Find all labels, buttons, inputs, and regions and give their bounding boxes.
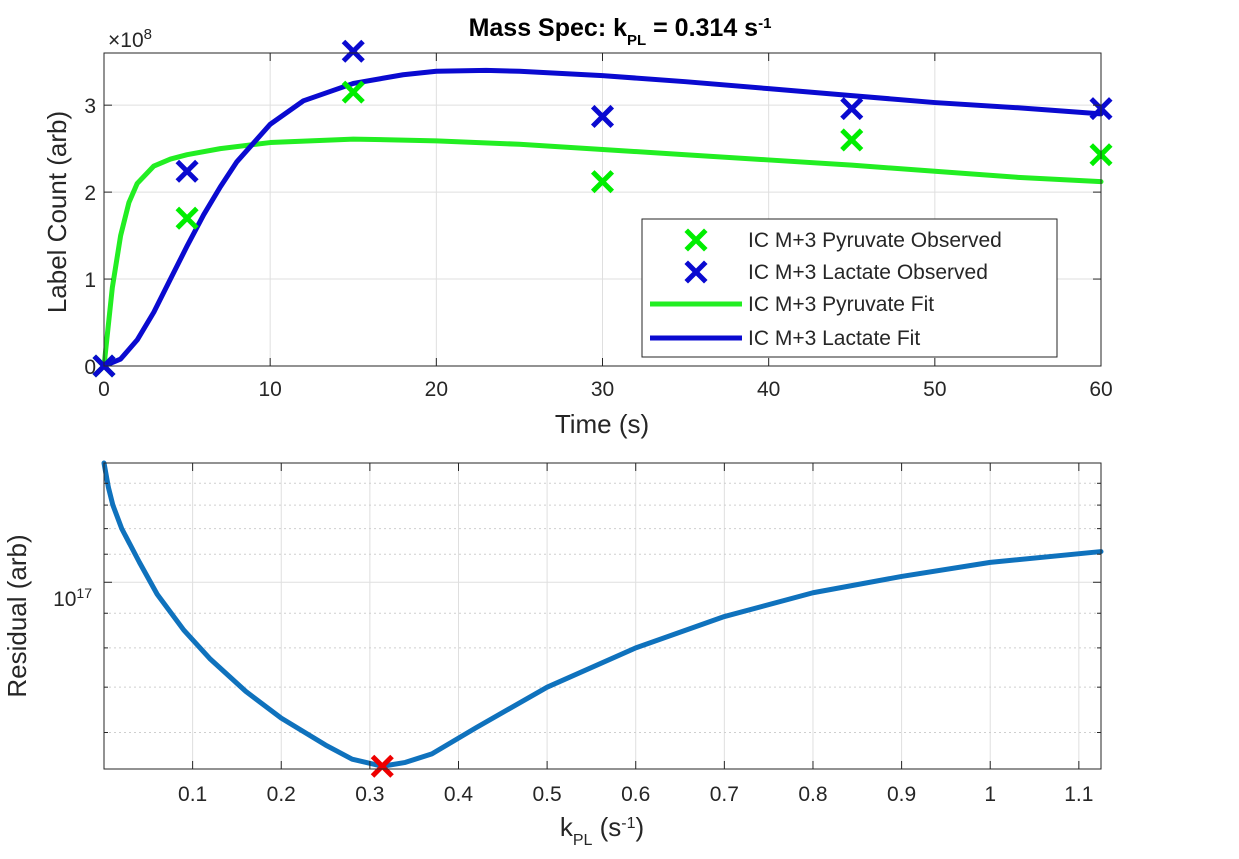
bottom-x-tick-label: 0.2 (267, 783, 296, 806)
data-point-ic-m-3-pyruvate-observed (590, 170, 615, 194)
top-title: Mass Spec: kPL = 0.314 s-1 (469, 14, 772, 49)
bottom-x-tick-label: 0.8 (798, 783, 827, 806)
bottom-x-axis-label: kPL (s-1) (560, 812, 644, 849)
top-y-tick-label: 3 (84, 95, 96, 118)
data-point-ic-m-3-lactate-observed (590, 104, 615, 129)
residual-curve (101, 460, 1104, 769)
top-x-tick-label: 10 (258, 378, 281, 401)
top-legend: IC M+3 Pyruvate Observed IC M+3 Lactate … (641, 218, 1058, 358)
top-y-tick-label: 2 (84, 182, 96, 205)
data-point-ic-m-3-pyruvate-observed (341, 80, 365, 104)
top-y-exponent-label: ×108 (108, 26, 152, 53)
bottom-x-tick-label: 0.5 (533, 783, 562, 806)
legend-label-lactate-observed: IC M+3 Lactate Observed (748, 261, 988, 284)
minimum-residual-marker (370, 754, 394, 778)
data-point-ic-m-3-lactate-observed (341, 39, 365, 63)
legend-marker-lactate-observed (684, 260, 708, 284)
data-point-ic-m-3-lactate-observed (840, 97, 864, 121)
top-x-tick-label: 40 (757, 378, 780, 401)
legend-label-pyruvate-fit: IC M+3 Pyruvate Fit (748, 293, 934, 316)
bottom-x-tick-label: 0.4 (444, 783, 474, 806)
legend-label-pyruvate-observed: IC M+3 Pyruvate Observed (748, 229, 1002, 252)
top-ticks: 0 10 20 30 40 50 60 0 1 2 3 (84, 53, 1113, 401)
top-y-tick-label: 1 (84, 269, 96, 292)
bottom-y-tick-label-1e17: 1017 (53, 585, 92, 611)
legend-label-lactate-fit: IC M+3 Lactate Fit (748, 327, 920, 350)
bottom-x-tick-label: 0.7 (710, 783, 739, 806)
bottom-subplot: 0.1 0.2 0.3 0.4 0.5 0.6 0.7 0.8 0.9 1 1.1 1017 kPL… (2, 460, 1104, 849)
legend-entry-lactate-fit: IC M+3 Lactate Fit (650, 327, 920, 350)
bottom-x-tick-label: 0.9 (887, 783, 916, 806)
top-x-tick-label: 20 (425, 378, 448, 401)
legend-entry-pyruvate-observed: IC M+3 Pyruvate Observed (684, 228, 1002, 252)
top-x-tick-label: 50 (923, 378, 946, 401)
top-x-axis-label: Time (s) (555, 409, 649, 439)
bottom-grid (104, 463, 1101, 769)
top-y-axis-label: Label Count (arb) (42, 111, 72, 313)
bottom-axes-background (104, 463, 1101, 769)
bottom-axes-box (103, 462, 1102, 770)
top-subplot: 0 10 20 30 40 50 60 0 1 2 3 Mass Spec: kPL = 0.314… (42, 14, 1113, 439)
legend-entry-pyruvate-fit: IC M+3 Pyruvate Fit (650, 293, 934, 316)
data-point-ic-m-3-pyruvate-observed (175, 206, 199, 230)
series-line-ic-m-3-pyruvate-fit (101, 136, 1104, 369)
bottom-y-axis-label: Residual (arb) (2, 534, 32, 697)
top-y-tick-label: 0 (84, 356, 96, 379)
data-point-ic-m-3-lactate-observed (175, 159, 199, 183)
legend-entry-lactate-observed: IC M+3 Lactate Observed (684, 260, 988, 284)
bottom-x-tick-label: 0.6 (621, 783, 650, 806)
top-x-tick-label: 60 (1089, 378, 1112, 401)
bottom-series (101, 460, 1104, 778)
legend-x-marker (684, 260, 708, 284)
bottom-ticks: 0.1 0.2 0.3 0.4 0.5 0.6 0.7 0.8 0.9 1 1.1 (104, 463, 1101, 806)
top-x-tick-label: 30 (591, 378, 614, 401)
data-point-ic-m-3-pyruvate-observed (840, 128, 864, 152)
top-x-tick-label: 0 (98, 378, 110, 401)
bottom-x-tick-label: 0.1 (178, 783, 207, 806)
legend-x-marker (684, 228, 708, 252)
legend-marker-pyruvate-observed (684, 228, 708, 252)
bottom-x-tick-label: 0.3 (355, 783, 384, 806)
series-line-ic-m-3-lactate-fit (101, 67, 1104, 369)
bottom-x-tick-label: 1.1 (1064, 783, 1093, 806)
legend-box (641, 218, 1058, 358)
bottom-x-tick-label: 1 (984, 783, 996, 806)
